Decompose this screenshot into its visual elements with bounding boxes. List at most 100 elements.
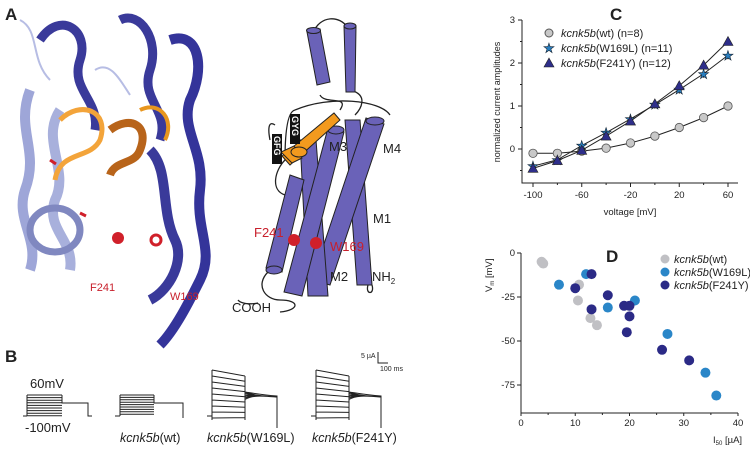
- d-point-f241y: [586, 269, 597, 280]
- d-point-f241y: [624, 311, 635, 322]
- top-cylinder-left: [306, 27, 331, 86]
- c-xtick-label: -60: [575, 190, 589, 201]
- c-point-f241y: [673, 80, 685, 91]
- current-traces: [23, 369, 382, 428]
- d-point-wt: [591, 320, 602, 331]
- d-ytick-label: -50: [501, 336, 515, 347]
- d-point-w169l: [553, 279, 564, 290]
- trace-label-wt: kcnk5b(wt): [120, 431, 180, 445]
- label-m1: M1: [373, 211, 391, 226]
- protocol-high-label: 60mV: [30, 376, 64, 391]
- d-legend-marker: [660, 267, 670, 277]
- d-point-f241y: [657, 344, 668, 355]
- c-point-f241y: [698, 59, 710, 70]
- d-ytick-label: -25: [501, 292, 515, 303]
- c-point-f241y: [624, 115, 637, 126]
- panel-label-a: A: [5, 5, 17, 24]
- c-legend-label: kcnk5b(F241Y) (n=12): [561, 58, 671, 70]
- d-legend-label: kcnk5b(wt): [674, 254, 727, 266]
- d-legend-marker: [660, 280, 670, 290]
- d-point-f241y: [586, 304, 597, 315]
- top-cylinder-right: [343, 22, 357, 93]
- label-cooh: COOH: [232, 300, 271, 315]
- c-point-w169l: ★: [722, 48, 734, 63]
- c-point-wt: [723, 101, 733, 111]
- d-point-f241y: [684, 355, 695, 366]
- c-legend-marker-wt: [544, 28, 554, 38]
- c-ytick-label: 1: [510, 101, 515, 112]
- c-point-f241y: [576, 144, 588, 155]
- d-point-f241y: [621, 327, 632, 338]
- d-xtick-label: 30: [678, 418, 689, 429]
- residue-w169-dot: [310, 237, 322, 249]
- c-legend-marker-f241y: [543, 57, 555, 68]
- panel-label-b: B: [5, 347, 17, 366]
- c-xlabel: voltage [mV]: [604, 207, 657, 218]
- label-w169: W169: [330, 239, 364, 254]
- structure-label-f241: F241: [90, 282, 115, 294]
- label-m3: M3: [329, 139, 347, 154]
- residue-f241-dot: [288, 234, 300, 246]
- c-xtick-label: 60: [723, 190, 734, 201]
- helix-m4: [311, 116, 385, 286]
- trace-wt: [115, 394, 184, 418]
- trace-label-f241y: kcnk5b(F241Y): [312, 431, 397, 445]
- d-ytick-label: 0: [510, 248, 515, 259]
- helix-m2-lower: [265, 174, 305, 275]
- trace-label-w169l: kcnk5b(W169L): [207, 431, 295, 445]
- c-legend-marker-w169l: ★: [543, 41, 555, 56]
- d-point-f241y: [570, 283, 581, 294]
- voltage-protocol: [23, 394, 92, 417]
- trace-f241y: [311, 369, 382, 428]
- c-ytick-label: 0: [510, 144, 515, 155]
- d-ylabel: Vm [mV]: [484, 258, 496, 292]
- c-legend-label: kcnk5b(W169L) (n=11): [561, 43, 672, 55]
- panel-label-d: D: [606, 247, 618, 266]
- protein-structure-ribbon: [17, 13, 211, 349]
- trace-w169l: [207, 369, 278, 428]
- d-point-w169l: [711, 390, 722, 401]
- c-point-f241y: [551, 154, 563, 165]
- c-xtick-label: -20: [624, 190, 638, 201]
- scale-bar-time: 100 ms: [380, 366, 403, 373]
- d-point-wt: [585, 313, 596, 324]
- d-legend-label: kcnk5b(F241Y): [674, 280, 749, 292]
- d-point-w169l: [700, 367, 711, 378]
- gyg-motif: GYG: [290, 116, 300, 136]
- c-ytick-label: 2: [510, 58, 515, 69]
- label-m2: M2: [330, 269, 348, 284]
- c-axes: [521, 20, 738, 184]
- d-xtick-label: 40: [733, 418, 744, 429]
- d-point-w169l: [602, 302, 613, 313]
- c-point-wt: [674, 122, 684, 133]
- d-xtick-label: 0: [518, 418, 523, 429]
- c-point-wt: [650, 131, 660, 141]
- d-point-wt: [538, 258, 549, 269]
- d-legend-label: kcnk5b(W169L): [674, 267, 750, 279]
- label-nh2: NH2: [372, 269, 396, 286]
- label-f241: F241: [254, 225, 284, 240]
- d-xlabel: I50 [µA]: [713, 435, 742, 447]
- pore-helix: [280, 112, 341, 166]
- d-xtick-label: 20: [624, 418, 635, 429]
- d-point-f241y: [624, 300, 635, 311]
- topology-diagram: [237, 18, 391, 313]
- c-point-f241y: [600, 130, 612, 141]
- d-xtick-label: 10: [570, 418, 581, 429]
- c-point-w169l: ★: [698, 66, 710, 81]
- c-point-wt: [625, 138, 636, 148]
- c-point-wt: [699, 113, 709, 123]
- scale-bar: [377, 352, 388, 364]
- panel-label-c: C: [610, 5, 622, 24]
- c-point-wt: [528, 148, 538, 158]
- c-legend-label: kcnk5b(wt) (n=8): [561, 28, 643, 40]
- d-point-f241y: [602, 290, 613, 301]
- chart-c: normalized current amplitudes voltage [m…: [492, 15, 738, 218]
- structure-label-w169: W169: [170, 291, 199, 303]
- chart-d: Vm [mV] I50 [µA] 0 10 20 30 40 0 -25 -50 -75 kcnk…: [484, 248, 750, 447]
- c-point-wt: [601, 143, 611, 153]
- scale-bar-current: 5 µA: [361, 353, 376, 360]
- c-point-f241y: [722, 35, 734, 46]
- c-ytick-label: 3: [510, 15, 515, 26]
